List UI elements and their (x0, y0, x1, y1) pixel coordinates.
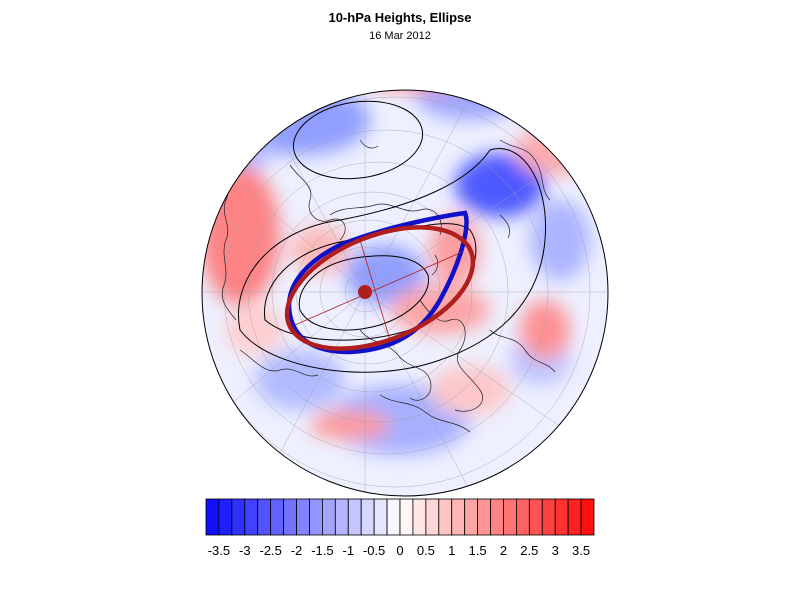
colorbar-box (347, 498, 362, 536)
colorbar-tick-label: 2.5 (520, 543, 539, 558)
colorbar-tick-label: 3 (551, 543, 559, 558)
colorbar-box (580, 498, 595, 536)
colorbar-box (296, 498, 310, 536)
colorbar-tick-label: 1.5 (468, 543, 487, 558)
colorbar-box (373, 498, 388, 536)
colorbar-tick-label: 0.5 (416, 543, 435, 558)
colorbar-tick-label: -1 (342, 543, 355, 558)
colorbar-box (438, 498, 453, 536)
colorbar-box (528, 498, 543, 536)
colorbar-box (360, 498, 375, 536)
colorbar-tick-label: -1.5 (311, 543, 334, 558)
ellipse-major-axis (294, 251, 463, 326)
colorbar-tick-label: -3.5 (207, 543, 231, 558)
colorbar-box (425, 498, 440, 536)
colorbar-tick-label: 2 (499, 543, 508, 558)
colorbar-box (244, 498, 259, 536)
colorbar-tick-label: 1 (448, 543, 456, 558)
colorbar-box (464, 498, 479, 536)
colorbar-box (516, 498, 530, 536)
colorbar-box (399, 498, 414, 536)
colorbar-box (231, 498, 246, 536)
colorbar-box (477, 498, 491, 536)
colorbar-box (554, 498, 569, 536)
ellipse-center-marker (358, 285, 372, 299)
ellipse-minor-axis (359, 239, 391, 341)
colorbar-tick-label: -3 (239, 543, 251, 558)
colorbar-box (451, 498, 466, 536)
map-title: 10-hPa Heights, Ellipse (328, 10, 472, 25)
colorbar-box (205, 498, 220, 536)
graticule (202, 90, 608, 496)
colorbar-box (386, 498, 401, 536)
colorbar-box (309, 498, 323, 536)
colorbar-box (321, 498, 336, 536)
red-ellipse (284, 225, 476, 351)
colorbar-boxes (205, 498, 595, 536)
colorbar-tick-label: -2 (290, 543, 303, 558)
colorbar-box (283, 498, 297, 536)
height-contours (238, 100, 547, 373)
map-date: 16 Mar 2012 (369, 30, 431, 42)
colorbar-box (567, 498, 582, 536)
colorbar-box (541, 498, 556, 536)
colorbar-box (257, 498, 272, 536)
map-border (201, 89, 609, 497)
colorbar-tick-label: -2.5 (259, 543, 282, 558)
colorbar-tick-label: 3.5 (572, 543, 591, 558)
colorbar-box (490, 498, 504, 536)
colorbar-box (503, 498, 517, 536)
colorbar-tick-label: -0.5 (362, 543, 386, 558)
colorbar-tick-label: 0 (396, 543, 404, 558)
colorbar-box (334, 498, 349, 536)
colorbar-box (412, 498, 427, 536)
colorbar-box (218, 498, 233, 536)
colorbar-box (270, 498, 285, 536)
